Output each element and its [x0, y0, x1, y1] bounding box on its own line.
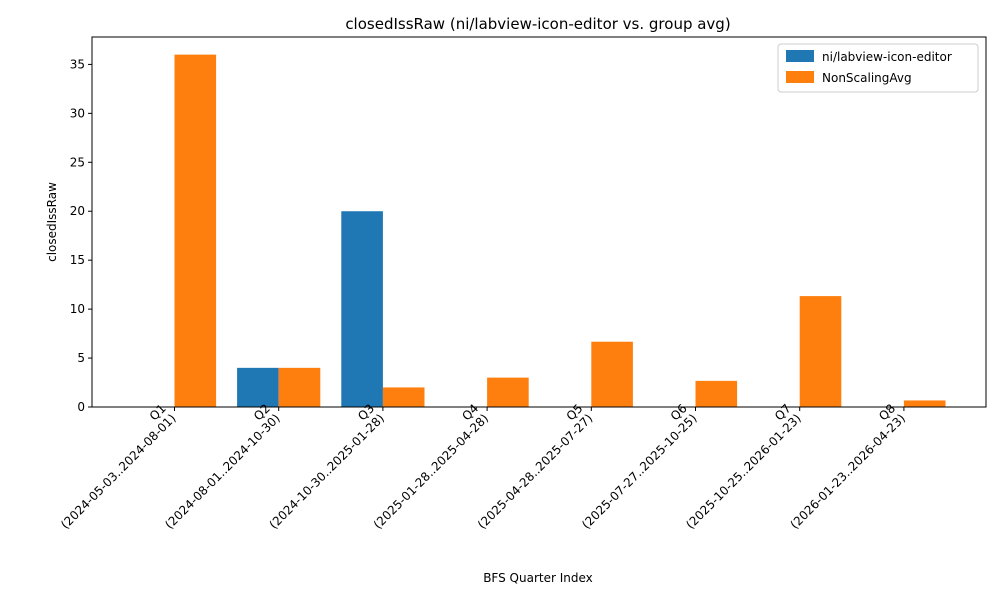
- x-tick-label-q1: Q1(2024-05-03..2024-08-01): [58, 401, 179, 532]
- bar-avg-q2: [278, 367, 321, 407]
- x-tick-daterange: (2025-10-25..2026-01-23): [683, 411, 804, 532]
- legend-box: [777, 43, 979, 93]
- y-axis-label: closedIssRaw: [45, 182, 59, 262]
- y-tick-label: 5: [77, 351, 85, 365]
- y-tick-label: 10: [70, 302, 85, 316]
- bar-avg-q7: [799, 296, 842, 407]
- y-tick-label: 0: [77, 400, 85, 414]
- bar-repo-q2: [237, 367, 279, 407]
- x-tick-daterange: (2025-07-27..2025-10-25): [579, 411, 700, 532]
- x-axis: Q1(2024-05-03..2024-08-01) Q2(2024-08-01.…: [58, 401, 908, 532]
- legend: ni/labview-icon-editor NonScalingAvg: [777, 43, 979, 93]
- bar-avg-q4: [487, 377, 529, 407]
- bar-avg-q1: [174, 54, 217, 407]
- bar-avg-q5: [591, 341, 633, 407]
- y-tick-label: 15: [70, 253, 85, 267]
- bar-avg-q3: [382, 387, 425, 407]
- bar-avg-q8: [903, 400, 946, 407]
- legend-swatch-0: [786, 50, 814, 62]
- y-tick-label: 35: [70, 57, 85, 71]
- y-tick-label: 30: [70, 106, 85, 120]
- y-tick-label: 25: [70, 155, 85, 169]
- legend-label-0: ni/labview-icon-editor: [822, 50, 952, 64]
- legend-swatch-1: [786, 71, 814, 83]
- legend-label-1: NonScalingAvg: [822, 71, 912, 85]
- bar-avg-q6: [695, 380, 738, 407]
- plot-frame: [91, 36, 987, 408]
- x-tick-daterange: (2025-01-28..2025-04-28): [371, 411, 492, 532]
- chart-title: closedIssRaw (ni/labview-icon-editor vs.…: [345, 15, 730, 33]
- x-tick-daterange: (2026-01-23..2026-04-23): [787, 411, 908, 532]
- x-axis-label: BFS Quarter Index: [483, 571, 593, 585]
- y-axis: 0 5 10 15 20 25 30 35: [70, 57, 92, 414]
- y-tick-label: 20: [70, 204, 85, 218]
- x-tick-daterange: (2024-05-03..2024-08-01): [58, 411, 179, 532]
- x-tick-daterange: (2025-04-28..2025-07-27): [475, 411, 596, 532]
- x-tick-daterange: (2024-10-30..2025-01-28): [266, 411, 387, 532]
- bar-repo-q3: [341, 211, 383, 407]
- bars-group: [174, 54, 946, 407]
- x-tick-daterange: (2024-08-01..2024-10-30): [162, 411, 283, 532]
